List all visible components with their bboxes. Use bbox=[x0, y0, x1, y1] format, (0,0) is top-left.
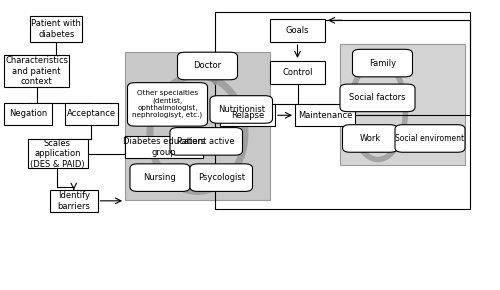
Text: Nutritionist: Nutritionist bbox=[218, 105, 265, 114]
Text: Family: Family bbox=[369, 59, 396, 68]
FancyBboxPatch shape bbox=[210, 96, 272, 123]
Text: Goals: Goals bbox=[286, 26, 310, 35]
FancyBboxPatch shape bbox=[395, 125, 465, 152]
Text: Negation: Negation bbox=[8, 109, 47, 118]
FancyBboxPatch shape bbox=[128, 83, 208, 126]
FancyBboxPatch shape bbox=[125, 136, 202, 158]
FancyBboxPatch shape bbox=[65, 103, 118, 125]
FancyBboxPatch shape bbox=[125, 52, 270, 200]
FancyBboxPatch shape bbox=[295, 104, 355, 126]
FancyBboxPatch shape bbox=[190, 164, 252, 191]
Text: Acceptance: Acceptance bbox=[66, 109, 116, 118]
FancyBboxPatch shape bbox=[270, 61, 325, 84]
Text: Nursing: Nursing bbox=[144, 173, 176, 182]
Text: Patient active: Patient active bbox=[178, 137, 235, 146]
Text: Social enviroment: Social enviroment bbox=[396, 134, 464, 143]
Text: Other specialties
(dentist,
ophthalmologist,
nephrologisyt, etc.): Other specialties (dentist, ophthalmolog… bbox=[132, 90, 202, 118]
Text: Characteristics
and patient
context: Characteristics and patient context bbox=[5, 56, 68, 86]
Text: Social factors: Social factors bbox=[349, 93, 406, 102]
FancyBboxPatch shape bbox=[342, 125, 398, 152]
FancyBboxPatch shape bbox=[340, 44, 465, 165]
Text: Doctor: Doctor bbox=[194, 61, 222, 70]
Text: Diabetes educators
group: Diabetes educators group bbox=[122, 137, 205, 157]
FancyBboxPatch shape bbox=[28, 139, 88, 168]
Text: Work: Work bbox=[360, 134, 380, 143]
FancyBboxPatch shape bbox=[30, 16, 82, 42]
FancyBboxPatch shape bbox=[130, 164, 190, 191]
Text: Maintenance: Maintenance bbox=[298, 111, 352, 120]
FancyBboxPatch shape bbox=[4, 55, 69, 87]
FancyBboxPatch shape bbox=[4, 103, 52, 125]
Bar bbox=[215, 12, 470, 209]
Text: Relapse: Relapse bbox=[231, 111, 264, 120]
FancyBboxPatch shape bbox=[352, 49, 412, 77]
Text: Identify
barriers: Identify barriers bbox=[58, 191, 90, 211]
FancyBboxPatch shape bbox=[170, 128, 242, 155]
FancyBboxPatch shape bbox=[50, 190, 98, 212]
FancyBboxPatch shape bbox=[340, 84, 415, 112]
FancyBboxPatch shape bbox=[220, 104, 275, 126]
Text: Scales
application
(DES & PAID): Scales application (DES & PAID) bbox=[30, 139, 85, 168]
Text: Control: Control bbox=[282, 68, 313, 77]
Text: Patient with
diabetes: Patient with diabetes bbox=[32, 19, 81, 39]
Text: Psycologist: Psycologist bbox=[198, 173, 245, 182]
FancyBboxPatch shape bbox=[270, 19, 325, 42]
FancyBboxPatch shape bbox=[178, 52, 238, 80]
